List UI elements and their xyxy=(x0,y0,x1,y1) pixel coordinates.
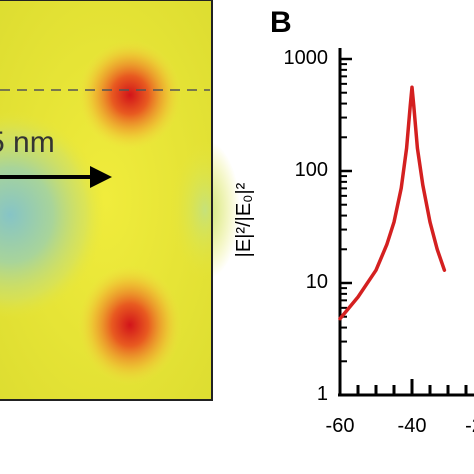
hotspot-bottom xyxy=(78,265,182,385)
x-ticks xyxy=(338,379,468,395)
y-ticks xyxy=(340,57,352,397)
dimension-arrow-head xyxy=(90,166,112,188)
hotspot-top xyxy=(78,40,182,150)
y-tick-label-1000: 1000 xyxy=(284,47,329,69)
x-tick-label-neg40: -40 xyxy=(398,415,427,437)
panel-label: B xyxy=(270,6,292,39)
field-map-panel: 5 nm xyxy=(0,0,240,401)
y-tick-label-1: 1 xyxy=(317,383,328,405)
series-line xyxy=(338,85,447,321)
x-tick-label-neg60: -60 xyxy=(326,415,355,437)
cool-region-right xyxy=(170,140,240,280)
y-tick-label-10: 10 xyxy=(306,271,328,293)
cool-region xyxy=(0,110,105,320)
y-tick-label-100: 100 xyxy=(295,159,328,181)
x-tick-label-neg20: -2 xyxy=(465,415,474,437)
y-axis-label: |E|²/|E₀|² xyxy=(233,182,255,257)
field-map-frame xyxy=(0,0,213,401)
dimension-label: 5 nm xyxy=(0,126,55,159)
